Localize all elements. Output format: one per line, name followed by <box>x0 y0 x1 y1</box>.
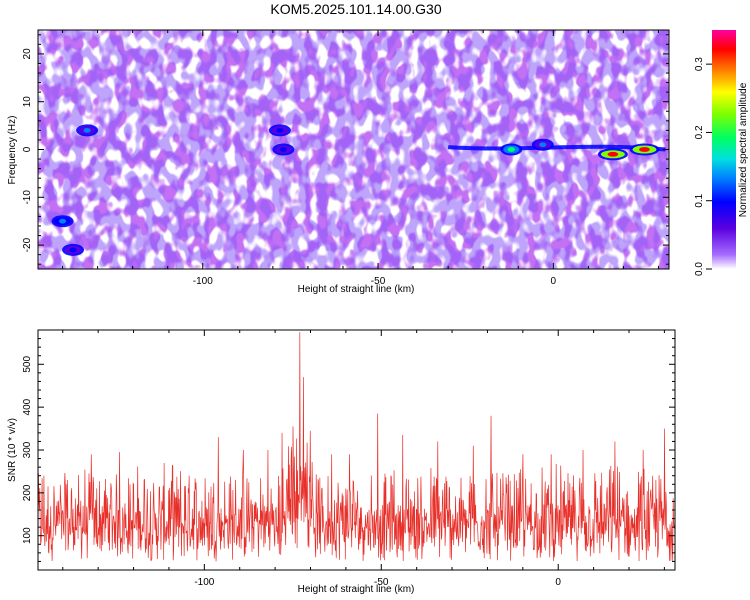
heatmap-x-tick-label: -100 <box>193 276 213 287</box>
heatmap-y-tick-label: 20 <box>22 48 33 60</box>
heatmap-feature-core <box>607 151 619 157</box>
heatmap-features <box>51 124 666 256</box>
colorbar-ticks: 0.0 0.1 0.2 0.3 <box>694 57 712 276</box>
snr-x-tick-label: 0 <box>555 577 561 588</box>
heatmap-x-ticks: -100 -50 0 <box>62 30 659 287</box>
snr-y-tick-label: 400 <box>22 398 33 415</box>
snr-panel: -100 -50 0 100 200 300 400 500 Height of strai… <box>7 329 676 595</box>
heatmap-y-tick-label: 10 <box>22 96 33 108</box>
heatmap-x-axis-label: Height of straight line (km) <box>298 284 415 295</box>
heatmap-y-tick-label: 0 <box>22 146 33 152</box>
snr-x-ticks: -100 -50 0 <box>62 330 665 588</box>
colorbar-tick-label: 0.1 <box>694 193 705 207</box>
snr-y-axis-label: SNR (10 * v/v) <box>7 418 18 482</box>
heatmap-x-tick-label: 0 <box>551 276 557 287</box>
heatmap-feature-core <box>539 142 547 148</box>
snr-y-tick-label: 200 <box>22 484 33 501</box>
heatmap-y-axis-label: Frequency (Hz) <box>7 116 18 185</box>
colorbar-gradient <box>712 30 736 269</box>
snr-x-tick-label: -50 <box>374 577 389 588</box>
heatmap-y-ticks: -20 -10 0 10 20 <box>22 34 669 265</box>
colorbar-label: Normalized spectral amplitude <box>738 82 749 217</box>
colorbar-tick-label: 0.2 <box>694 125 705 139</box>
heatmap-feature-core <box>279 147 287 152</box>
heatmap-x-tick-label: -50 <box>371 276 386 287</box>
heatmap-feature-core <box>639 147 650 152</box>
snr-y-tick-label: 500 <box>22 356 33 373</box>
chart-title: KOM5.2025.101.14.00.G30 <box>270 1 441 17</box>
snr-y-tick-label: 300 <box>22 441 33 458</box>
snr-series-line <box>38 332 675 562</box>
snr-x-axis-label: Height of straight line (km) <box>298 584 415 595</box>
heatmap-feature-core <box>69 247 77 253</box>
heatmap-feature-core <box>58 218 67 224</box>
snr-y-tick-label: 100 <box>22 527 33 544</box>
colorbar-tick-label: 0.3 <box>694 57 705 71</box>
snr-x-tick-label: -100 <box>194 577 214 588</box>
snr-y-ticks: 100 200 300 400 500 <box>22 338 675 562</box>
colorbar-tick-label: 0.0 <box>694 262 705 276</box>
colorbar: 0.0 0.1 0.2 0.3 Normalized spectral amplitu… <box>694 30 749 276</box>
heatmap-y-tick-label: -10 <box>22 190 33 205</box>
heatmap-feature-core <box>507 147 515 152</box>
heatmap-background-texture-2 <box>38 30 669 269</box>
heatmap-y-tick-label: -20 <box>22 237 33 252</box>
heatmap-feature-core <box>83 127 91 133</box>
heatmap-feature-core <box>276 127 284 133</box>
